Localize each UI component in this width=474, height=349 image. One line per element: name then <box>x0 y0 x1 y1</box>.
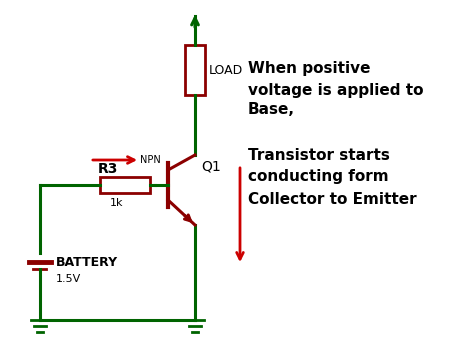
Text: 1k: 1k <box>110 198 124 208</box>
Text: Transistor starts: Transistor starts <box>248 148 390 163</box>
Text: LOAD: LOAD <box>209 64 243 76</box>
Bar <box>185 45 205 95</box>
Text: conducting form: conducting form <box>248 170 389 185</box>
Text: Base,: Base, <box>248 103 295 118</box>
Text: NPN: NPN <box>140 155 161 165</box>
Text: voltage is applied to: voltage is applied to <box>248 82 423 97</box>
Text: Collector to Emitter: Collector to Emitter <box>248 192 417 207</box>
Text: BATTERY: BATTERY <box>56 255 118 268</box>
Text: Q1: Q1 <box>201 160 221 174</box>
Bar <box>100 177 150 193</box>
Text: 1.5V: 1.5V <box>56 274 81 284</box>
Text: When positive: When positive <box>248 60 371 75</box>
Text: R3: R3 <box>98 162 118 176</box>
